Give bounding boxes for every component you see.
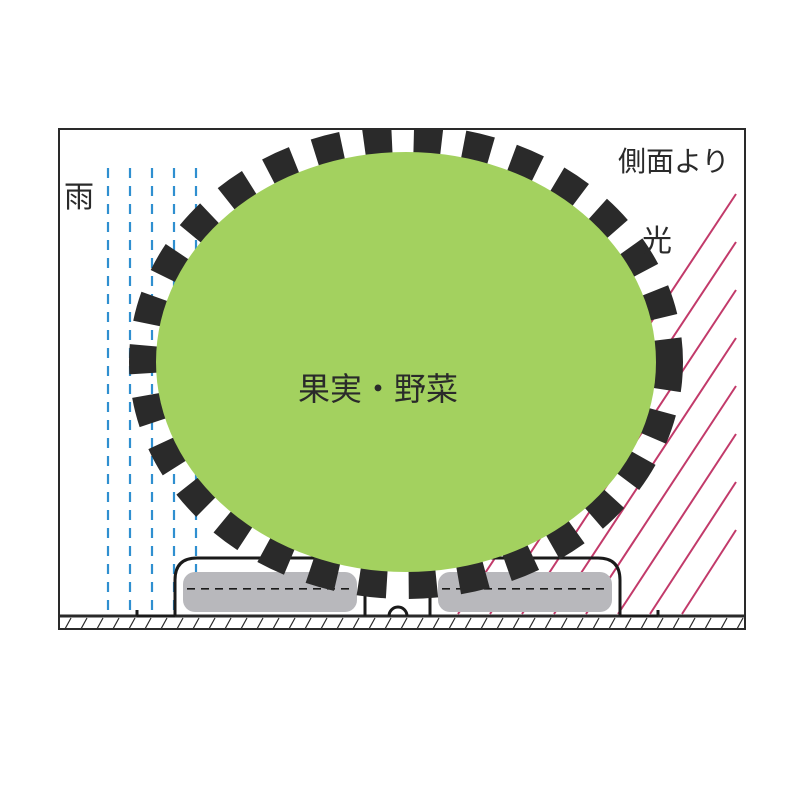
label-view-from-side: 側面より [618,140,729,180]
label-light: 光 [642,216,672,260]
label-fruit-veg: 果実・野菜 [298,364,458,410]
label-rain: 雨 [64,172,94,216]
diagram-canvas: 側面より 雨 光 果実・野菜 [0,0,800,800]
